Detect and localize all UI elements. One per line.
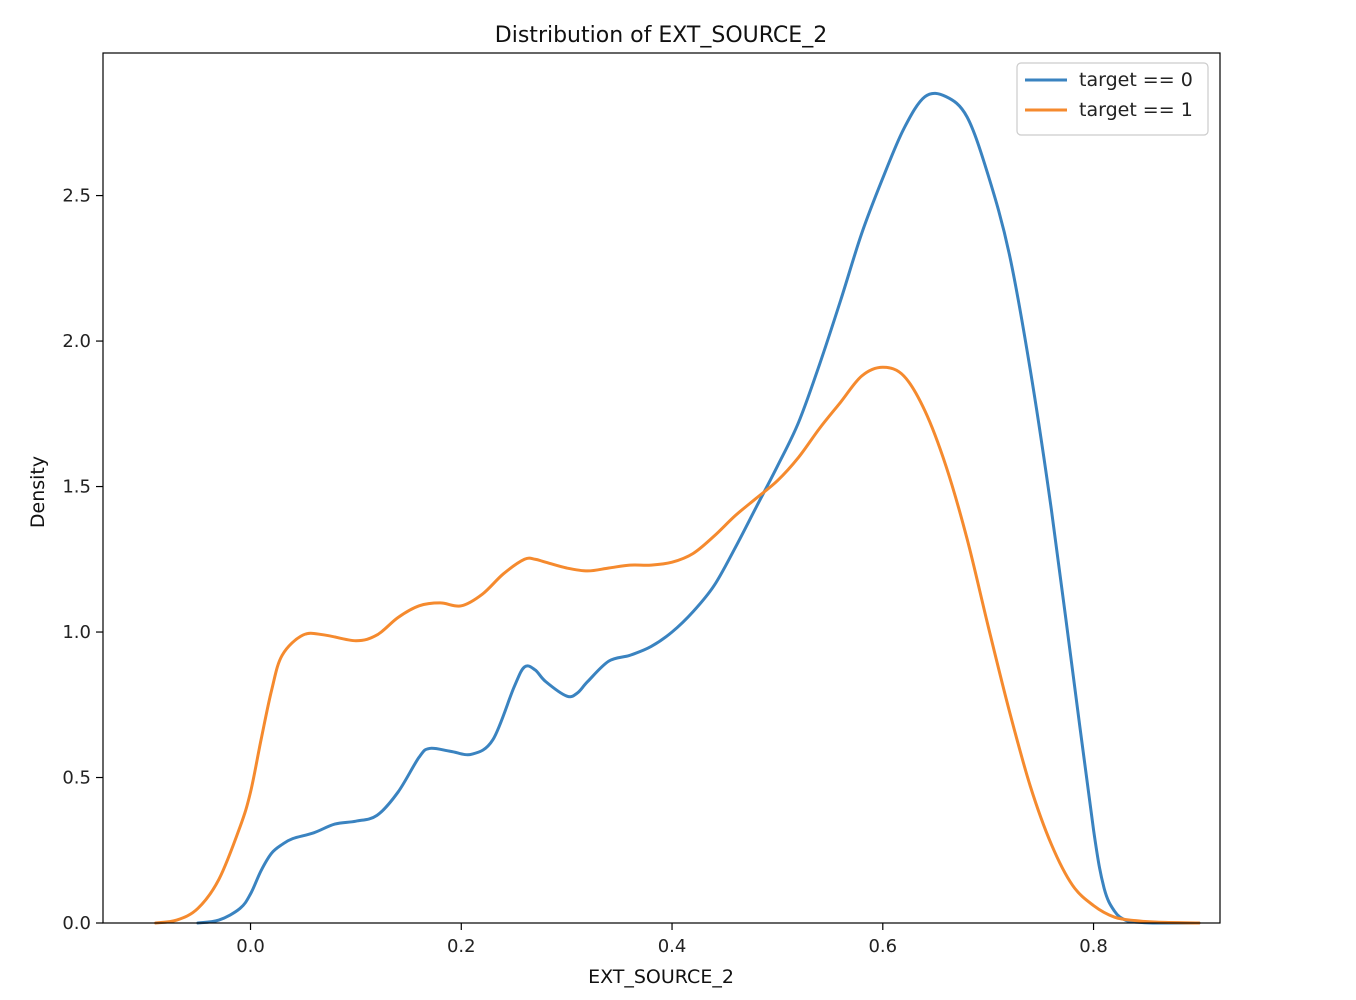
x-tick-label: 0.2 bbox=[447, 936, 476, 957]
x-tick-label: 0.0 bbox=[236, 936, 265, 957]
legend: target == 0 target == 1 bbox=[1016, 62, 1209, 136]
y-tick-label: 0.5 bbox=[62, 768, 91, 789]
y-tick-label: 1.5 bbox=[62, 477, 91, 498]
y-axis-label: Density bbox=[27, 456, 49, 528]
series-lines bbox=[154, 91, 1201, 925]
legend-label-0: target == 0 bbox=[1079, 69, 1193, 91]
series-line-1 bbox=[154, 365, 1201, 925]
chart-title: Distribution of EXT_SOURCE_2 bbox=[495, 23, 827, 48]
legend-label-1: target == 1 bbox=[1079, 99, 1193, 121]
plot-area-frame bbox=[102, 52, 1221, 924]
x-axis-ticks: 0.0 0.2 0.4 0.6 0.8 bbox=[236, 923, 1108, 957]
x-tick-label: 0.6 bbox=[868, 936, 897, 957]
series-line-0 bbox=[196, 91, 1201, 925]
x-tick-label: 0.8 bbox=[1079, 936, 1108, 957]
y-tick-label: 0.0 bbox=[62, 913, 91, 934]
y-axis-ticks: 0.0 0.5 1.0 1.5 2.0 2.5 bbox=[62, 186, 103, 934]
y-tick-label: 1.0 bbox=[62, 622, 91, 643]
y-tick-label: 2.5 bbox=[62, 186, 91, 207]
x-tick-label: 0.4 bbox=[658, 936, 687, 957]
y-tick-label: 2.0 bbox=[62, 331, 91, 352]
x-axis-label: EXT_SOURCE_2 bbox=[588, 966, 734, 988]
